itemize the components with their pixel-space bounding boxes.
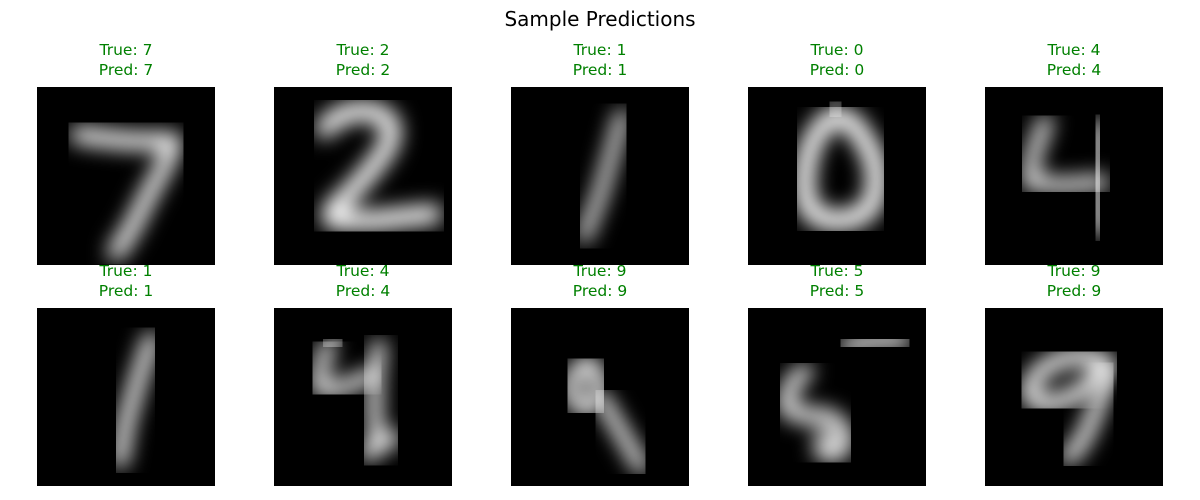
true-label: True: 1: [99, 262, 153, 280]
pred-label: Pred: 7: [98, 61, 154, 79]
true-label: True: 4: [1047, 41, 1101, 59]
true-label: True: 9: [1047, 262, 1101, 280]
pred-label: Pred: 2: [335, 61, 391, 79]
digit-image-4: [985, 87, 1163, 265]
true-label: True: 1: [573, 41, 627, 59]
pred-label: Pred: 5: [809, 282, 865, 300]
true-label: True: 7: [99, 41, 153, 59]
pred-label: Pred: 1: [98, 282, 154, 300]
digit-image-9: [511, 308, 689, 486]
digit-image-1: [511, 87, 689, 265]
digit-image-1: [37, 308, 215, 486]
true-label: True: 4: [336, 262, 390, 280]
pred-label: Pred: 0: [809, 61, 865, 79]
sample-1-title: True: 7 Pred: 7: [37, 40, 215, 80]
true-label: True: 5: [810, 262, 864, 280]
sample-5-title: True: 4 Pred: 4: [985, 40, 1163, 80]
true-label: True: 2: [336, 41, 390, 59]
pred-label: Pred: 4: [335, 282, 391, 300]
sample-9-title: True: 5 Pred: 5: [748, 261, 926, 301]
sample-8-title: True: 9 Pred: 9: [511, 261, 689, 301]
digit-image-4: [274, 308, 452, 486]
pred-label: Pred: 4: [1046, 61, 1102, 79]
sample-4-title: True: 0 Pred: 0: [748, 40, 926, 80]
digit-image-2: [274, 87, 452, 265]
pred-label: Pred: 9: [572, 282, 628, 300]
sample-2-title: True: 2 Pred: 2: [274, 40, 452, 80]
sample-10-title: True: 9 Pred: 9: [985, 261, 1163, 301]
figure-title: Sample Predictions: [504, 7, 696, 31]
pred-label: Pred: 1: [572, 61, 628, 79]
digit-image-0: [748, 87, 926, 265]
true-label: True: 0: [810, 41, 864, 59]
digit-image-7: [37, 87, 215, 265]
true-label: True: 9: [573, 262, 627, 280]
digit-image-5: [748, 308, 926, 486]
digit-image-9: [985, 308, 1163, 486]
sample-7-title: True: 4 Pred: 4: [274, 261, 452, 301]
pred-label: Pred: 9: [1046, 282, 1102, 300]
sample-3-title: True: 1 Pred: 1: [511, 40, 689, 80]
sample-6-title: True: 1 Pred: 1: [37, 261, 215, 301]
